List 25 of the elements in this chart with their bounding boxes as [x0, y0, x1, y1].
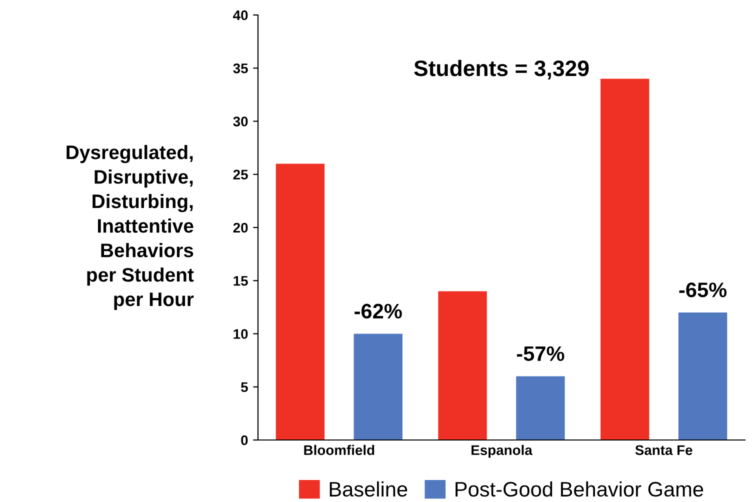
y-tick-label: 40: [233, 10, 248, 20]
annotation: Students = 3,329: [414, 60, 589, 80]
y-tick-label: 25: [233, 170, 248, 180]
x-tick-label: Santa Fe: [635, 445, 692, 456]
bar: [600, 78, 650, 440]
y-tick-label: 35: [233, 63, 248, 74]
bar: [438, 291, 487, 440]
y-tick-label: 0: [241, 435, 248, 446]
bar: [276, 164, 325, 440]
annotation: -65%: [679, 282, 727, 298]
y-axis-title: Dysregulated, Disruptive, Disturbing, Inattentive Behaviors per Student per Hour: [66, 144, 194, 310]
bar: [516, 376, 565, 440]
legend-label: Baseline: [330, 481, 408, 497]
y-tick-label: 5: [240, 382, 248, 392]
annotation: -57%: [516, 346, 564, 362]
y-tick-label: 10: [234, 329, 248, 339]
legend-label: Post-Good Behavior Game: [456, 481, 704, 497]
y-tick-label: 15: [234, 276, 248, 286]
x-tick-label: Bloomfield: [304, 444, 374, 456]
x-tick-label: Espanola: [472, 444, 532, 458]
annotation: -62%: [354, 304, 402, 319]
bar: [354, 334, 402, 440]
y-tick-label: 30: [233, 116, 248, 126]
y-tick-label: 20: [233, 222, 248, 233]
bar: [678, 312, 728, 440]
